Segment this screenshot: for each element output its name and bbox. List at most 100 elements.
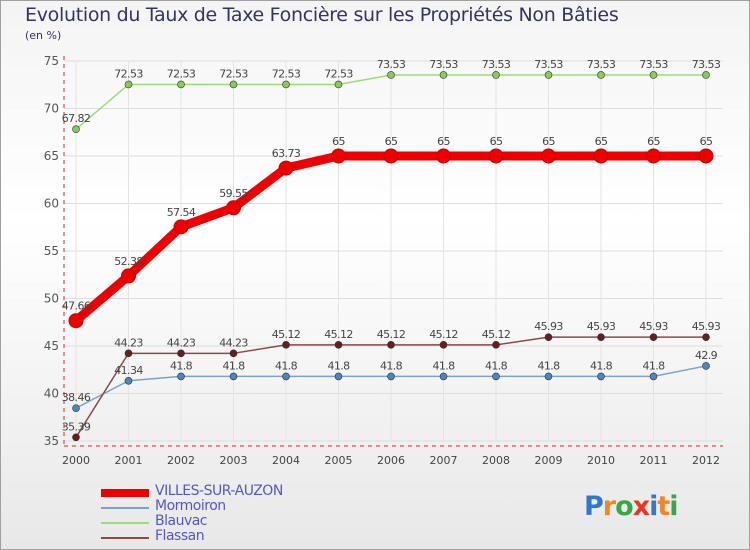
data-label: 73.53 xyxy=(429,58,458,71)
legend-label: VILLES-SUR-AUZON xyxy=(155,483,283,499)
data-point xyxy=(226,200,241,216)
legend-label: Flassan xyxy=(155,528,205,544)
legend-label: Blauvac xyxy=(155,513,208,529)
data-point xyxy=(387,372,395,381)
data-point xyxy=(387,71,395,79)
line-chart: 35 40 45 50 55 60 65 70 75 2000 2001 2002 2003 2004 20… xyxy=(44,54,723,467)
data-point xyxy=(121,268,136,284)
data-point xyxy=(282,80,290,89)
data-label: 41.8 xyxy=(537,359,560,372)
y-tick-label: 70 xyxy=(44,102,59,116)
proxiti-logo: Proxiti xyxy=(584,491,679,522)
data-point xyxy=(593,148,609,164)
data-point xyxy=(334,341,343,349)
y-tick-label: 45 xyxy=(44,339,59,353)
data-point xyxy=(72,125,80,134)
x-tick-label: 2008 xyxy=(482,454,510,467)
data-point xyxy=(383,148,399,164)
data-point xyxy=(177,349,185,358)
data-point xyxy=(702,71,710,79)
data-point xyxy=(68,313,84,329)
data-point xyxy=(334,372,343,381)
data-label: 73.53 xyxy=(639,58,668,71)
data-label: 63.73 xyxy=(272,147,301,160)
data-point xyxy=(488,148,504,164)
logo-letter: x xyxy=(632,491,650,522)
legend-item-flassan: Flassan xyxy=(101,528,421,546)
data-label: 45.12 xyxy=(429,328,458,341)
logo-letter: o xyxy=(615,491,634,522)
data-point xyxy=(334,80,343,89)
logo-letter: P xyxy=(584,491,604,522)
data-point xyxy=(544,71,553,79)
data-label: 72.53 xyxy=(272,67,301,80)
data-point xyxy=(282,341,290,349)
legend-swatch xyxy=(101,537,149,539)
data-point xyxy=(72,433,80,442)
data-point xyxy=(646,148,661,164)
logo-letter: t xyxy=(657,491,670,522)
data-label: 41.34 xyxy=(114,364,143,377)
data-point xyxy=(541,148,556,164)
data-label: 35.39 xyxy=(62,420,91,433)
data-point xyxy=(544,372,553,381)
data-point xyxy=(331,148,346,164)
x-tick-label: 2002 xyxy=(167,454,195,467)
data-label: 41.8 xyxy=(432,359,455,372)
data-point xyxy=(177,80,185,89)
chart-legend: VILLES-SUR-AUZON Mormoiron Blauvac Flassan xyxy=(101,483,421,547)
data-label: 73.53 xyxy=(587,58,616,71)
data-label: 41.8 xyxy=(485,359,508,372)
data-point xyxy=(436,148,451,164)
data-label: 42.9 xyxy=(695,349,718,362)
data-label: 41.8 xyxy=(590,359,613,372)
x-tick-label: 2003 xyxy=(220,454,248,467)
data-point xyxy=(439,372,448,381)
data-label: 41.8 xyxy=(642,359,665,372)
x-tick-label: 2009 xyxy=(535,454,563,467)
x-tick-label: 2004 xyxy=(272,454,300,467)
y-tick-label: 35 xyxy=(44,434,59,448)
data-point xyxy=(278,160,294,176)
data-label: 65 xyxy=(490,135,503,148)
data-label: 59.55 xyxy=(219,187,248,200)
data-point xyxy=(597,333,605,341)
data-point xyxy=(229,349,238,358)
data-label: 45.12 xyxy=(482,328,511,341)
data-point xyxy=(72,404,80,412)
data-label: 45.93 xyxy=(692,320,721,333)
y-tick-label: 55 xyxy=(44,244,59,258)
data-point xyxy=(649,372,658,381)
y-tick-label: 65 xyxy=(44,149,59,163)
data-label: 44.23 xyxy=(167,336,196,349)
x-tick-label: 2010 xyxy=(587,454,615,467)
data-label: 38.46 xyxy=(62,391,91,404)
data-point xyxy=(387,341,395,349)
legend-item-villes-sur-auzon: VILLES-SUR-AUZON xyxy=(101,483,421,501)
legend-swatch xyxy=(101,507,149,509)
data-label: 73.53 xyxy=(482,58,511,71)
data-point xyxy=(124,349,133,358)
data-label: 44.23 xyxy=(219,336,248,349)
legend-item-mormoiron: Mormoiron xyxy=(101,498,421,516)
y-tick-label: 40 xyxy=(44,387,59,401)
data-point xyxy=(698,148,714,164)
legend-label: Mormoiron xyxy=(155,498,226,514)
data-label: 41.8 xyxy=(380,359,403,372)
x-tick-label: 2001 xyxy=(115,454,143,467)
data-label: 52.38 xyxy=(114,255,143,268)
logo-letter: r xyxy=(602,491,616,522)
data-point xyxy=(439,341,448,349)
data-label: 65 xyxy=(332,135,345,148)
data-label: 65 xyxy=(647,135,660,148)
legend-swatch xyxy=(101,522,149,524)
data-point xyxy=(177,372,185,381)
y-tick-label: 60 xyxy=(44,197,59,211)
data-point xyxy=(439,71,448,79)
chart-title: Evolution du Taux de Taxe Foncière sur l… xyxy=(25,4,619,26)
data-label: 45.93 xyxy=(534,320,563,333)
logo-letter: i xyxy=(669,491,678,522)
x-tick-label: 2005 xyxy=(325,454,353,467)
data-point xyxy=(492,341,500,349)
data-label: 73.53 xyxy=(377,58,406,71)
